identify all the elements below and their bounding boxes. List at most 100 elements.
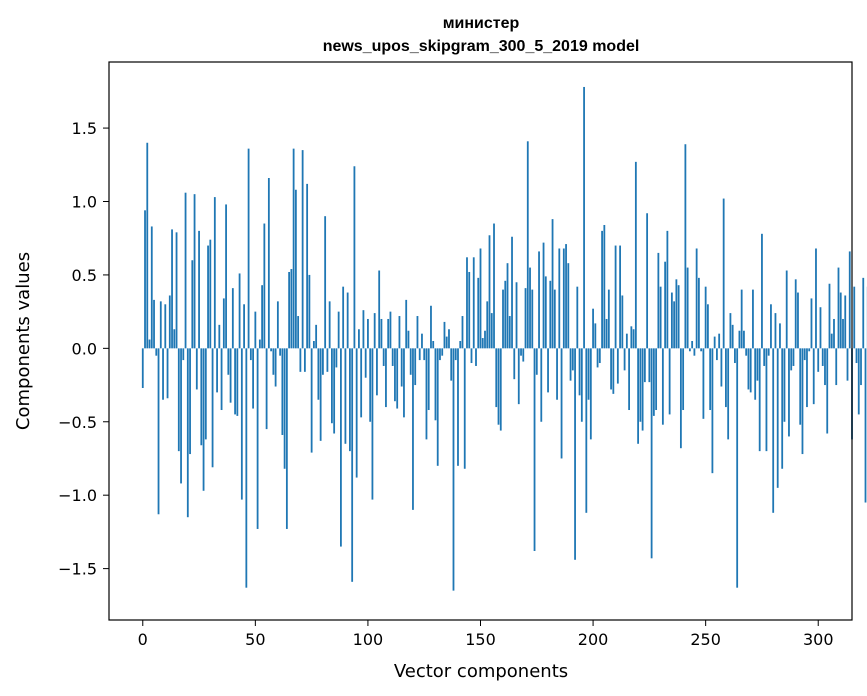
bar <box>709 348 712 411</box>
bar <box>526 141 529 349</box>
bar <box>725 348 727 408</box>
bar <box>673 301 676 349</box>
bar <box>344 348 347 444</box>
bar <box>641 348 644 431</box>
bar <box>371 348 374 500</box>
bar <box>209 239 212 349</box>
bar <box>195 348 198 390</box>
bar <box>506 263 509 349</box>
bar <box>490 313 493 349</box>
bar <box>774 313 777 349</box>
bar <box>596 348 599 368</box>
bar <box>857 348 860 415</box>
bar <box>400 348 403 387</box>
bar <box>860 348 862 386</box>
bar <box>279 348 282 356</box>
bar <box>556 348 558 400</box>
bar <box>290 269 293 349</box>
chart-title-line2: news_upos_skipgram_300_5_2019 model <box>323 38 640 55</box>
bar <box>288 271 291 349</box>
bar <box>171 229 173 349</box>
bar <box>166 348 169 399</box>
bar <box>369 348 372 422</box>
bar <box>547 348 549 393</box>
bar <box>373 313 376 349</box>
bar <box>700 348 703 352</box>
bar <box>589 348 592 440</box>
bar <box>821 348 824 366</box>
bar <box>249 348 252 361</box>
y-tick-label: 1.5 <box>72 119 97 138</box>
bar <box>531 289 534 349</box>
bar <box>580 348 583 422</box>
bar <box>303 348 306 372</box>
bar <box>592 308 594 349</box>
bar <box>659 286 662 349</box>
bar <box>623 348 626 371</box>
bar <box>252 348 254 409</box>
bar <box>668 348 671 415</box>
bar <box>625 333 628 349</box>
bar <box>218 324 221 349</box>
bar <box>718 333 721 349</box>
bar <box>385 348 387 408</box>
bar <box>321 348 324 375</box>
bar <box>436 348 439 466</box>
bar <box>225 204 227 349</box>
bar <box>466 257 468 349</box>
bar <box>585 348 588 513</box>
bar <box>193 194 196 349</box>
bar <box>574 348 576 560</box>
bar <box>711 348 714 474</box>
bar <box>837 267 840 349</box>
bar <box>326 348 329 372</box>
bar <box>274 348 277 387</box>
bar <box>412 348 414 510</box>
bar <box>418 348 421 361</box>
bar <box>367 318 369 349</box>
bar <box>598 348 601 364</box>
bar <box>261 285 264 349</box>
bar <box>551 219 554 349</box>
bar <box>204 348 207 440</box>
bar <box>312 341 315 349</box>
bar <box>211 348 214 468</box>
bar <box>292 148 295 349</box>
bar <box>153 299 155 349</box>
bar <box>454 348 457 361</box>
bar <box>346 292 349 349</box>
bar <box>562 248 565 349</box>
bar <box>267 178 270 349</box>
bar <box>162 348 164 400</box>
bar <box>752 289 754 349</box>
chart-title-line1: министер <box>443 15 520 32</box>
bar-series <box>141 86 867 591</box>
bar <box>511 236 513 349</box>
bar <box>180 348 182 484</box>
bar <box>542 242 545 349</box>
bar <box>761 233 763 349</box>
bar <box>749 348 752 393</box>
bar <box>475 348 477 366</box>
bar <box>544 276 547 349</box>
bar <box>513 348 516 380</box>
bar <box>484 330 486 349</box>
bar <box>299 348 302 372</box>
bar <box>234 348 236 415</box>
bar <box>565 244 567 349</box>
bar <box>601 230 603 349</box>
bar <box>515 282 518 349</box>
bar <box>416 316 419 349</box>
bar <box>159 301 162 349</box>
bar <box>470 348 473 364</box>
bar <box>254 311 257 349</box>
bar <box>652 348 655 416</box>
bar <box>862 277 865 349</box>
bar <box>146 142 149 349</box>
bar <box>362 310 365 349</box>
bar <box>745 348 748 356</box>
bar <box>141 348 144 388</box>
bar <box>815 248 817 349</box>
bar <box>407 330 410 349</box>
bar <box>493 223 495 349</box>
